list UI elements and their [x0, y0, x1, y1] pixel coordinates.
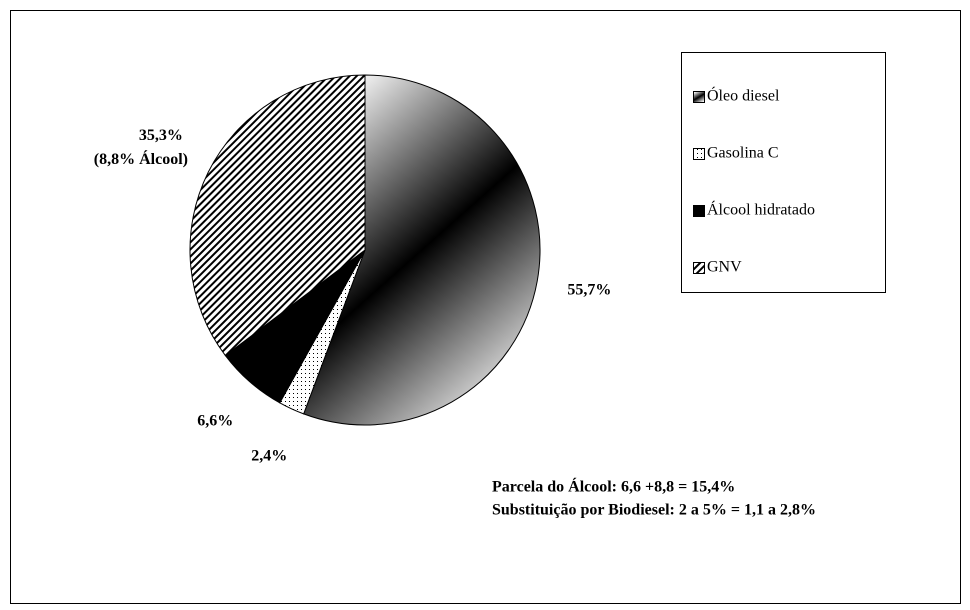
legend-label: Gasolina C: [707, 145, 779, 162]
legend-label: Álcool hidratado: [707, 200, 815, 219]
data-label: 2,4%: [251, 448, 287, 465]
legend-swatch: [693, 262, 705, 274]
legend-label: GNV: [707, 259, 742, 276]
data-label: 35,3%: [139, 127, 183, 144]
data-label: 6,6%: [197, 413, 233, 430]
legend-swatch: [693, 148, 705, 160]
pie-slice: [189, 74, 366, 357]
chart-border: [10, 10, 961, 604]
legend-swatch: [693, 205, 705, 217]
data-label: 55,7%: [567, 281, 611, 298]
annotation: Substituição por Biodiesel: 2 a 5% = 1,1…: [492, 502, 816, 519]
data-label-note: (8,8% Álcool): [94, 149, 188, 168]
legend-swatch: [693, 91, 705, 103]
legend-box: [681, 52, 886, 293]
annotation: Parcela do Álcool: 6,6 +8,8 = 15,4%: [492, 477, 735, 496]
legend-label: Óleo diesel: [707, 86, 780, 105]
pie-slice: [303, 74, 541, 426]
